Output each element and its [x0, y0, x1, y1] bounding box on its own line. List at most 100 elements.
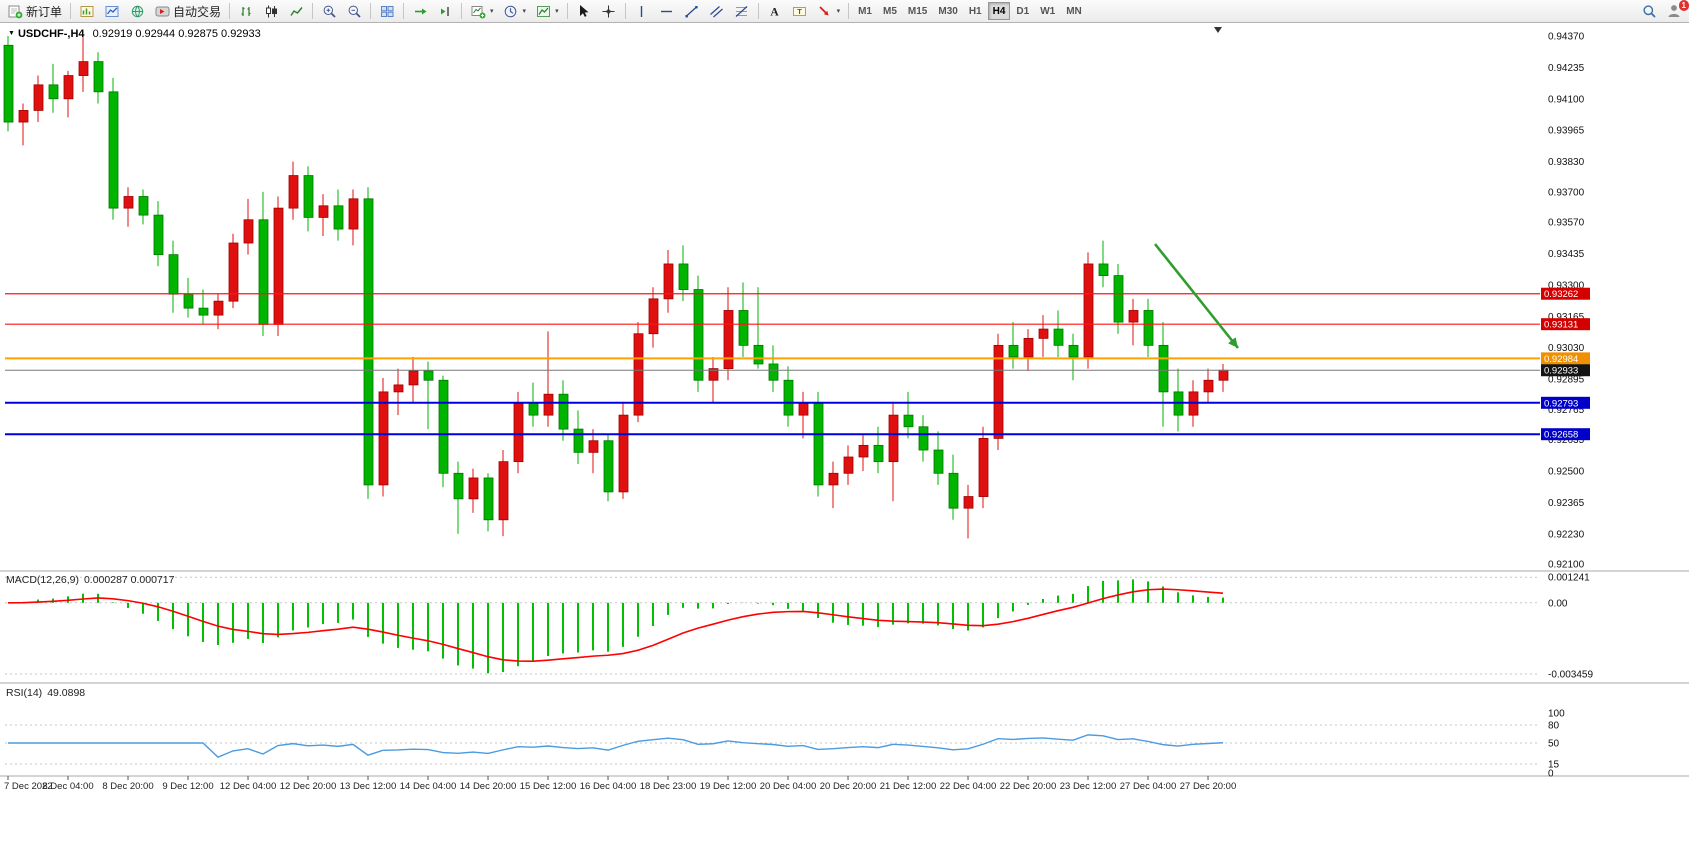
price-axis-label: 0.93435: [1548, 249, 1585, 260]
trendline-icon: [684, 3, 700, 19]
vertical-line-button[interactable]: [630, 1, 654, 21]
search-button[interactable]: [1637, 1, 1661, 21]
macd-axis-label: 0.00: [1548, 598, 1568, 609]
timeframe-m15-button[interactable]: M15: [903, 2, 932, 20]
candle-body: [738, 310, 749, 346]
price-axis-label: 0.93030: [1548, 343, 1585, 354]
price-axis-label: 0.92635: [1548, 435, 1585, 446]
price-tag-label: 0.93131: [1544, 320, 1578, 331]
price-tag: [1541, 364, 1590, 377]
time-axis-label: 8 Dec 04:00: [42, 781, 93, 792]
dropdown-caret: ▾: [522, 8, 527, 15]
rsi-line: [8, 734, 1224, 758]
fibonacci-button[interactable]: [730, 1, 754, 21]
candle-body: [138, 196, 149, 216]
timeframe-m1-button[interactable]: M1: [853, 2, 877, 20]
price-axis-label: 0.93700: [1548, 187, 1585, 198]
notification-badge: 1: [1678, 0, 1689, 11]
line-chart-button[interactable]: [284, 1, 308, 21]
horizontal-line-button[interactable]: [655, 1, 679, 21]
dropdown-caret: ▾: [490, 8, 494, 15]
candle-body: [978, 437, 989, 497]
timeframe-mn-button[interactable]: MN: [1061, 2, 1087, 20]
candle-body: [63, 75, 74, 100]
timeframe-d1-button[interactable]: D1: [1011, 2, 1034, 20]
timeframe-h1-button[interactable]: H1: [964, 2, 987, 20]
tile-windows-icon: [379, 3, 395, 19]
line-chart-icon: [288, 3, 304, 19]
text-label-button[interactable]: T: [788, 1, 812, 21]
timeframe-m5-button[interactable]: M5: [878, 2, 902, 20]
candle-body: [483, 477, 494, 521]
templates-button[interactable]: ▾: [531, 1, 563, 21]
candle-body: [903, 414, 914, 428]
community-button[interactable]: [125, 1, 149, 21]
tile-windows-button[interactable]: [375, 1, 399, 21]
periods-button[interactable]: ▾: [499, 1, 531, 21]
candle-body: [933, 449, 944, 474]
new-chart-button[interactable]: ▾: [466, 1, 498, 21]
toolbar-separator: [461, 3, 463, 19]
candle-body: [123, 196, 134, 209]
timeframe-m30-button[interactable]: M30: [933, 2, 962, 20]
candle-body: [768, 363, 779, 381]
candle-body: [1053, 328, 1064, 346]
cursor-button[interactable]: [572, 1, 596, 21]
chart-area[interactable]: 0.94370 0.94235 0.94100 0.93965 0.93830 0.937…: [0, 23, 1689, 862]
candle-body: [1023, 337, 1034, 358]
cursor-icon: [576, 3, 592, 19]
autotrading-button[interactable]: 自动交易: [150, 1, 225, 21]
macd-axis-label: -0.003459: [1548, 670, 1593, 681]
zoom-in-button[interactable]: [317, 1, 341, 21]
price-axis-label: 0.92895: [1548, 375, 1585, 386]
price-axis-label: 0.92500: [1548, 466, 1585, 477]
timeframe-w1-button[interactable]: W1: [1035, 2, 1060, 20]
toolbar-separator: [229, 3, 231, 19]
toolbar-separator: [566, 3, 568, 19]
chart-shift-button[interactable]: [433, 1, 457, 21]
time-axis-label: 23 Dec 12:00: [1060, 781, 1117, 792]
profiles-button[interactable]: [100, 1, 124, 21]
candle-body: [948, 472, 959, 509]
candle-body: [468, 477, 479, 500]
macd-axis-label: 0.001241: [1548, 573, 1590, 584]
autotrading-icon: [154, 3, 170, 19]
charts-button[interactable]: [75, 1, 99, 21]
time-axis-label: 15 Dec 12:00: [520, 781, 577, 792]
candle-body: [213, 300, 224, 316]
zoom-in-icon: [321, 3, 337, 19]
candle-body: [1098, 263, 1109, 276]
trend-arrow[interactable]: [1153, 243, 1240, 349]
price-tag: [1541, 352, 1590, 365]
account-button[interactable]: 1: [1662, 0, 1689, 21]
candle-body: [18, 110, 29, 123]
candle-body: [48, 84, 59, 100]
candle-body: [873, 444, 884, 463]
templates-icon: [535, 3, 551, 19]
toolbar-separator: [624, 3, 626, 19]
bar-marker-icon: [1214, 27, 1222, 33]
auto-scroll-button[interactable]: [408, 1, 432, 21]
price-tag: [1541, 318, 1590, 331]
chart-canvas[interactable]: 0.94370 0.94235 0.94100 0.93965 0.93830 0.937…: [0, 23, 1689, 862]
zoom-out-button[interactable]: [342, 1, 366, 21]
new-order-icon: [7, 3, 23, 19]
timeframe-h4-button[interactable]: H4: [987, 2, 1011, 20]
candle-body: [558, 393, 569, 430]
crosshair-button[interactable]: [597, 1, 621, 21]
candle-body: [438, 379, 449, 474]
candle-body: [153, 214, 164, 256]
toolbar: 新订单 自动交易 ▾ ▾ ▾ A T ▾ M1 M5 M15 M30 H1 H4…: [0, 0, 1689, 23]
channel-button[interactable]: [705, 1, 729, 21]
new-order-button[interactable]: 新订单: [3, 1, 66, 21]
text-button[interactable]: A: [763, 1, 787, 21]
trendline-button[interactable]: [680, 1, 704, 21]
price-axis-label: 0.92230: [1548, 529, 1585, 540]
candlestick-chart-button[interactable]: [259, 1, 283, 21]
candle-body: [888, 414, 899, 463]
time-axis-label: 20 Dec 20:00: [820, 781, 877, 792]
toolbar-separator: [70, 3, 72, 19]
arrows-button[interactable]: ▾: [813, 1, 845, 21]
candle-body: [843, 456, 854, 474]
bar-chart-button[interactable]: [234, 1, 258, 21]
